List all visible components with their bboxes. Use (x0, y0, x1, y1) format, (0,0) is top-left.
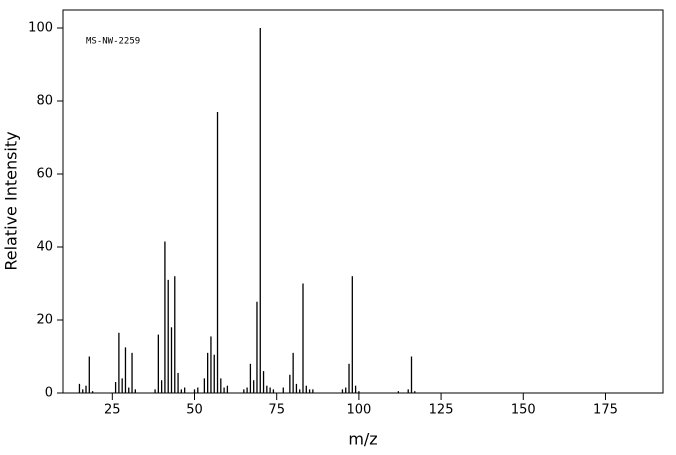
x-tick-label: 175 (593, 403, 618, 418)
y-axis-title: Relative Intensity (2, 131, 21, 270)
annotation: MS-NW-2259 (86, 37, 140, 47)
y-tick-label: 0 (45, 386, 53, 401)
x-tick-label: 150 (511, 403, 536, 418)
y-tick-label: 100 (28, 21, 53, 36)
y-tick-label: 20 (36, 313, 53, 328)
x-tick-label: 25 (104, 403, 121, 418)
y-tick-label: 60 (36, 167, 53, 182)
x-tick-label: 50 (186, 403, 203, 418)
y-tick-label: 40 (36, 240, 53, 255)
x-tick-label: 125 (429, 403, 454, 418)
x-axis-title: m/z (348, 430, 377, 449)
plot-frame (62, 9, 664, 394)
x-tick-label: 100 (346, 403, 371, 418)
x-tick-label: 75 (268, 403, 285, 418)
y-tick-label: 80 (36, 94, 53, 109)
